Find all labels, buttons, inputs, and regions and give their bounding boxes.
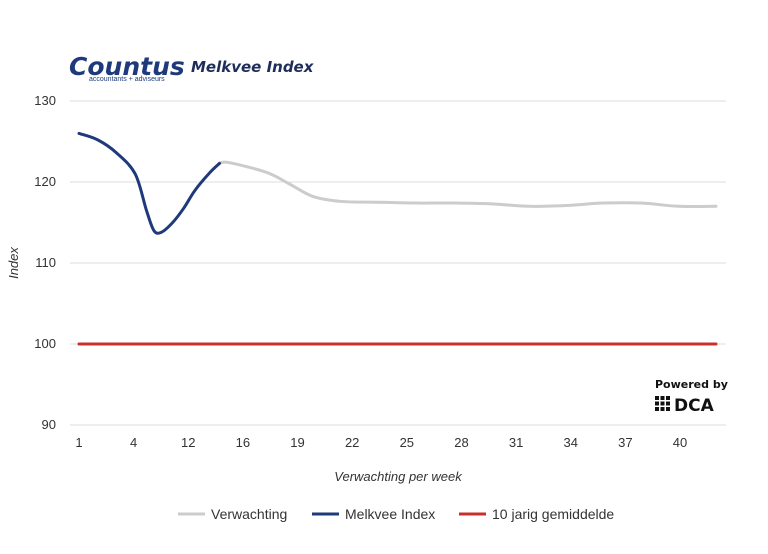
x-tick-label: 37 — [618, 435, 632, 450]
x-tick-label: 28 — [454, 435, 468, 450]
powered-by-dca-badge: Powered by DCA — [655, 378, 728, 416]
x-tick-label: 22 — [345, 435, 359, 450]
y-tick-label: 130 — [34, 93, 56, 108]
x-tick-label: 40 — [673, 435, 687, 450]
countus-logo: Countus accountants + adviseurs — [69, 52, 185, 83]
series-line-2 — [77, 131, 222, 235]
x-tick-label: 16 — [236, 435, 250, 450]
x-axis-title: Verwachting per week — [334, 469, 463, 484]
y-tick-label: 100 — [34, 336, 56, 351]
x-tick-label: 12 — [181, 435, 195, 450]
logo-tagline: accountants + adviseurs — [89, 76, 165, 83]
y-tick-labels: 90 100 110 120 130 — [34, 93, 56, 432]
x-tick-label: 25 — [400, 435, 414, 450]
grid-lines — [70, 100, 726, 426]
dca-brand: DCA — [674, 396, 715, 416]
x-tick-label: 19 — [290, 435, 304, 450]
series-line-1 — [218, 160, 718, 209]
legend-label: Melkvee Index — [345, 506, 435, 522]
y-tick-label: 120 — [34, 174, 56, 189]
x-tick-label: 1 — [75, 435, 82, 450]
logo-name: Countus — [69, 52, 185, 81]
powered-by-label: Powered by — [655, 378, 728, 391]
legend-label: 10 jarig gemiddelde — [492, 506, 614, 522]
y-axis-title: Index — [6, 247, 21, 279]
x-tick-label: 31 — [509, 435, 523, 450]
y-tick-label: 90 — [42, 417, 56, 432]
x-tick-label: 34 — [563, 435, 577, 450]
x-tick-label: 4 — [130, 435, 137, 450]
dca-grid-icon — [655, 396, 670, 411]
x-tick-labels: 1 4 12 16 19 22 25 28 31 34 37 40 — [75, 435, 687, 450]
y-tick-label: 110 — [35, 255, 56, 270]
legend: Verwachting Melkvee Index 10 jarig gemidde… — [178, 506, 614, 522]
series-lines — [77, 131, 718, 346]
chart-title: Melkvee Index — [191, 58, 315, 76]
legend-label: Verwachting — [211, 506, 287, 522]
